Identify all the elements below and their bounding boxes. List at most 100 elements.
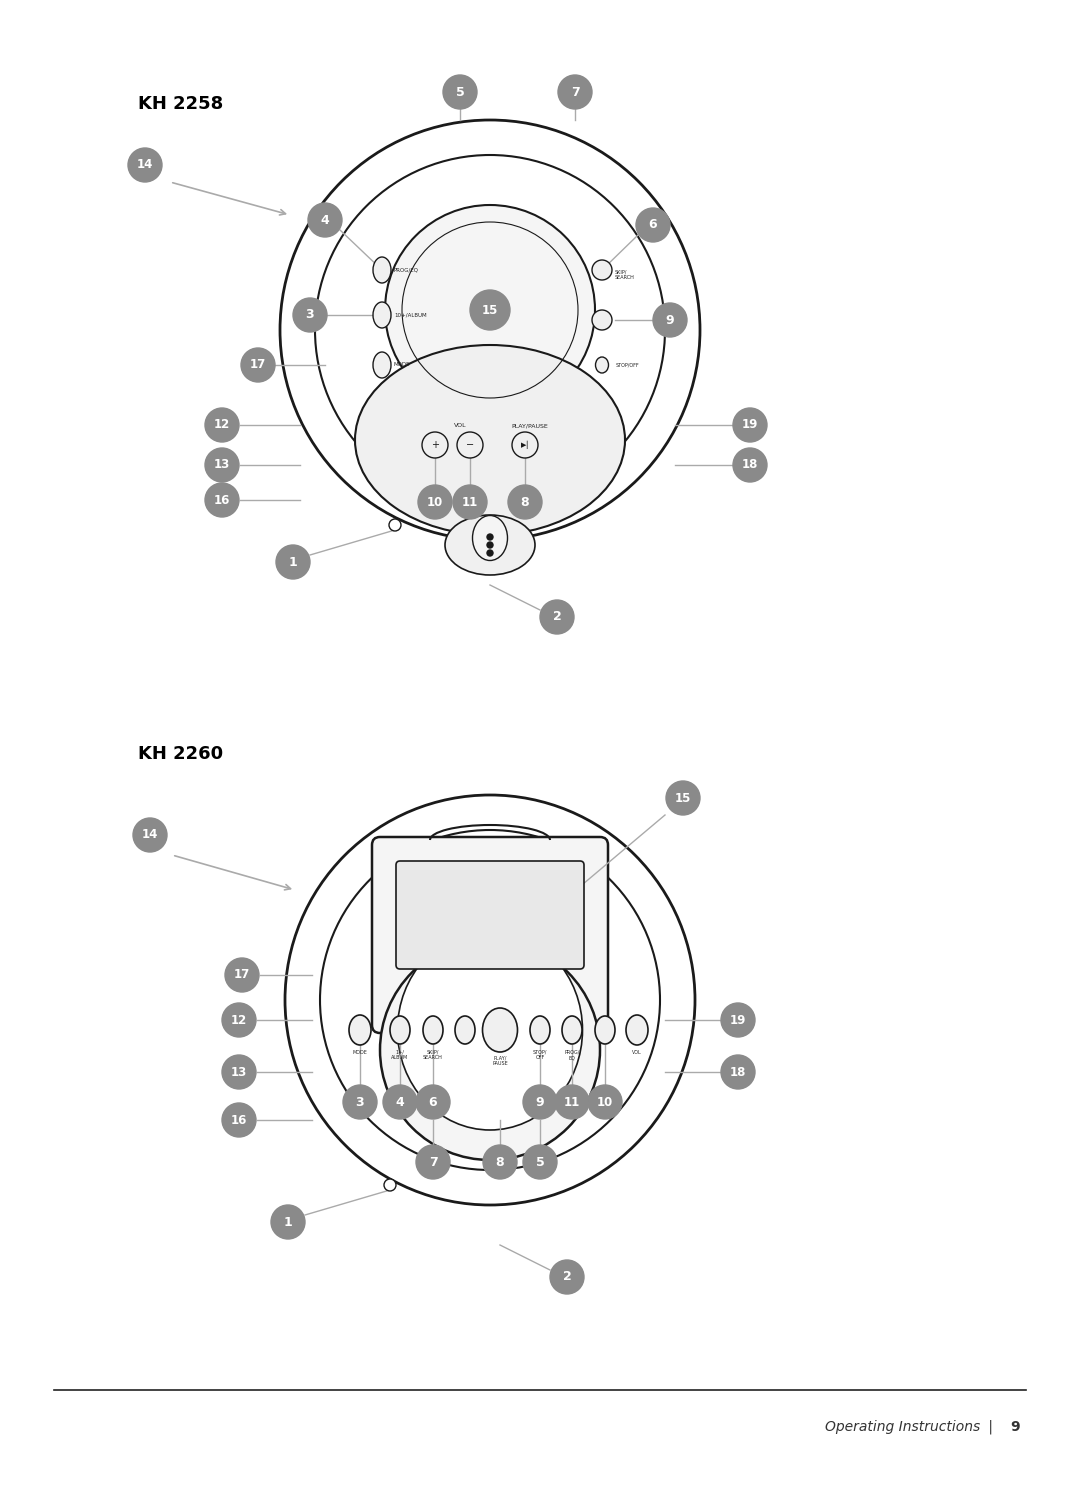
Circle shape: [483, 1144, 517, 1179]
Circle shape: [271, 1204, 305, 1239]
Text: 12: 12: [214, 419, 230, 432]
Text: 10: 10: [427, 495, 443, 508]
Text: 15: 15: [482, 303, 498, 316]
Circle shape: [636, 209, 670, 242]
Text: Operating Instructions: Operating Instructions: [825, 1420, 980, 1434]
Text: 6: 6: [429, 1095, 437, 1108]
Circle shape: [285, 795, 696, 1204]
Text: 2: 2: [553, 610, 562, 624]
Text: PLAY/
PAUSE: PLAY/ PAUSE: [492, 1056, 508, 1066]
Ellipse shape: [380, 940, 600, 1160]
Text: VOL: VOL: [454, 423, 467, 427]
Ellipse shape: [530, 1016, 550, 1044]
Text: MODE: MODE: [394, 363, 410, 368]
Text: STOP/OFF: STOP/OFF: [616, 363, 639, 368]
Text: 18: 18: [730, 1065, 746, 1078]
Text: 11: 11: [462, 495, 478, 508]
Circle shape: [241, 348, 275, 382]
Text: 16: 16: [214, 494, 230, 507]
Ellipse shape: [445, 514, 535, 574]
Circle shape: [487, 534, 492, 540]
Ellipse shape: [355, 345, 625, 536]
Text: 8: 8: [521, 495, 529, 508]
Circle shape: [453, 484, 487, 519]
Circle shape: [225, 958, 259, 992]
Ellipse shape: [373, 352, 391, 378]
Text: VOL: VOL: [632, 1050, 642, 1054]
Circle shape: [205, 483, 239, 518]
Text: 16: 16: [231, 1113, 247, 1126]
Ellipse shape: [373, 256, 391, 284]
Text: 3: 3: [306, 309, 314, 321]
Circle shape: [422, 432, 448, 457]
Text: 6: 6: [649, 219, 658, 231]
Ellipse shape: [397, 930, 582, 1130]
Text: PLAY/PAUSE: PLAY/PAUSE: [512, 423, 549, 427]
Text: STOP/
OFF: STOP/ OFF: [532, 1050, 548, 1060]
Text: 9: 9: [1010, 1420, 1020, 1434]
Ellipse shape: [349, 1016, 372, 1046]
Text: 2: 2: [563, 1270, 571, 1284]
Circle shape: [343, 1084, 377, 1119]
Text: 1: 1: [288, 555, 297, 568]
Circle shape: [733, 408, 767, 442]
Circle shape: [315, 154, 665, 506]
Text: 4: 4: [395, 1095, 404, 1108]
Text: 19: 19: [730, 1014, 746, 1026]
Circle shape: [205, 408, 239, 442]
Circle shape: [487, 542, 492, 548]
Circle shape: [540, 600, 573, 634]
Circle shape: [443, 75, 477, 109]
Circle shape: [558, 75, 592, 109]
Text: SKIP/
SEARCH: SKIP/ SEARCH: [615, 270, 635, 280]
Circle shape: [550, 1260, 584, 1294]
Circle shape: [384, 206, 595, 416]
Text: 5: 5: [456, 86, 464, 99]
Text: 19: 19: [742, 419, 758, 432]
Circle shape: [721, 1004, 755, 1036]
Text: 9: 9: [536, 1095, 544, 1108]
Circle shape: [222, 1054, 256, 1089]
Text: 1: 1: [284, 1215, 293, 1228]
Ellipse shape: [423, 1016, 443, 1044]
Ellipse shape: [595, 357, 608, 374]
Text: 7: 7: [429, 1155, 437, 1168]
Text: 14: 14: [137, 159, 153, 171]
Circle shape: [205, 448, 239, 482]
Circle shape: [512, 432, 538, 457]
Text: 14: 14: [141, 828, 158, 842]
Text: 17: 17: [234, 969, 251, 981]
Text: KH 2260: KH 2260: [138, 746, 224, 764]
Circle shape: [308, 202, 342, 237]
Ellipse shape: [390, 1016, 410, 1044]
Text: 1+/
ALBUM: 1+/ ALBUM: [391, 1050, 408, 1060]
Text: 11: 11: [564, 1095, 580, 1108]
Text: KH 2258: KH 2258: [138, 94, 224, 112]
Text: 10+/ALBUM: 10+/ALBUM: [394, 312, 427, 318]
Circle shape: [721, 1054, 755, 1089]
Ellipse shape: [373, 302, 391, 328]
Text: 9: 9: [665, 314, 674, 327]
Circle shape: [389, 519, 401, 531]
Circle shape: [475, 296, 505, 326]
Text: SKIP/
SEARCH: SKIP/ SEARCH: [423, 1050, 443, 1060]
Circle shape: [276, 544, 310, 579]
FancyBboxPatch shape: [396, 861, 584, 969]
Text: PROG/
EQ: PROG/ EQ: [565, 1050, 580, 1060]
Text: 12: 12: [231, 1014, 247, 1026]
Text: |: |: [984, 1420, 997, 1434]
Text: 4: 4: [321, 213, 329, 226]
Circle shape: [487, 550, 492, 556]
Circle shape: [523, 1084, 557, 1119]
Text: 17: 17: [249, 358, 266, 372]
Text: 13: 13: [231, 1065, 247, 1078]
Text: 7: 7: [570, 86, 579, 99]
Text: 10: 10: [597, 1095, 613, 1108]
FancyBboxPatch shape: [372, 837, 608, 1034]
Circle shape: [457, 432, 483, 457]
Circle shape: [555, 1084, 589, 1119]
Ellipse shape: [562, 1016, 582, 1044]
Circle shape: [280, 120, 700, 540]
Text: −: −: [465, 440, 474, 450]
Circle shape: [653, 303, 687, 338]
